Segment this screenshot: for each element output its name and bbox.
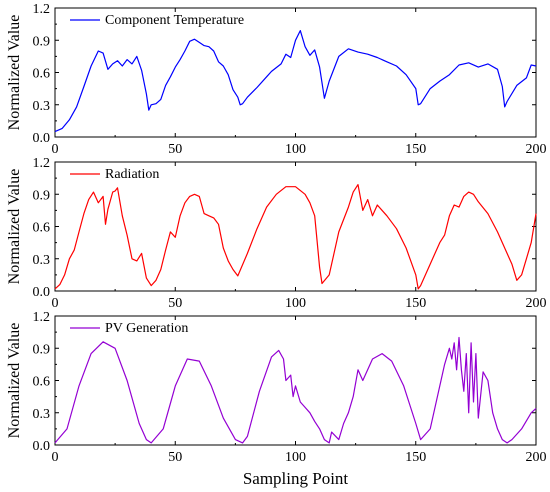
x-tick-label: 0 <box>52 296 59 311</box>
y-tick-label: 0.9 <box>33 34 51 49</box>
y-tick-label: 0.9 <box>33 188 51 203</box>
y-tick-label: 0.9 <box>33 342 51 357</box>
x-tick-label: 150 <box>405 296 426 311</box>
y-tick-label: 0.0 <box>33 285 51 300</box>
x-tick-label: 0 <box>52 450 59 465</box>
y-tick-label: 1.2 <box>33 156 51 171</box>
x-tick-label: 0 <box>52 142 59 157</box>
y-tick-label: 0.6 <box>33 67 51 82</box>
legend-label: PV Generation <box>105 321 188 336</box>
y-tick-label: 0.3 <box>33 99 51 114</box>
legend-label: Radiation <box>105 167 159 182</box>
y-axis-label: Normalized Value <box>6 323 23 439</box>
y-tick-label: 0.3 <box>33 407 51 422</box>
series-line-component-temperature <box>54 30 537 133</box>
x-tick-label: 50 <box>168 142 182 157</box>
x-axis-label: Sampling Point <box>243 469 349 488</box>
y-tick-label: 1.2 <box>33 2 51 17</box>
y-tick-label: 0.0 <box>33 439 51 454</box>
legend-label: Component Temperature <box>105 13 244 28</box>
x-tick-label: 100 <box>285 142 306 157</box>
series-line-pv-generation <box>54 336 537 444</box>
x-tick-label: 200 <box>526 450 547 465</box>
y-axis-label: Normalized Value <box>6 15 23 131</box>
x-tick-label: 200 <box>526 296 547 311</box>
y-tick-label: 0.3 <box>33 253 51 268</box>
y-tick-label: 0.0 <box>33 131 51 146</box>
x-tick-label: 150 <box>405 142 426 157</box>
x-tick-label: 50 <box>168 450 182 465</box>
y-tick-label: 1.2 <box>33 310 51 325</box>
x-tick-label: 150 <box>405 450 426 465</box>
x-tick-label: 100 <box>285 450 306 465</box>
x-tick-label: 100 <box>285 296 306 311</box>
series-line-radiation <box>54 184 537 290</box>
x-tick-label: 50 <box>168 296 182 311</box>
y-axis-label: Normalized Value <box>6 169 23 285</box>
y-tick-label: 0.6 <box>33 221 51 236</box>
y-tick-label: 0.6 <box>33 375 51 390</box>
x-tick-label: 200 <box>526 142 547 157</box>
